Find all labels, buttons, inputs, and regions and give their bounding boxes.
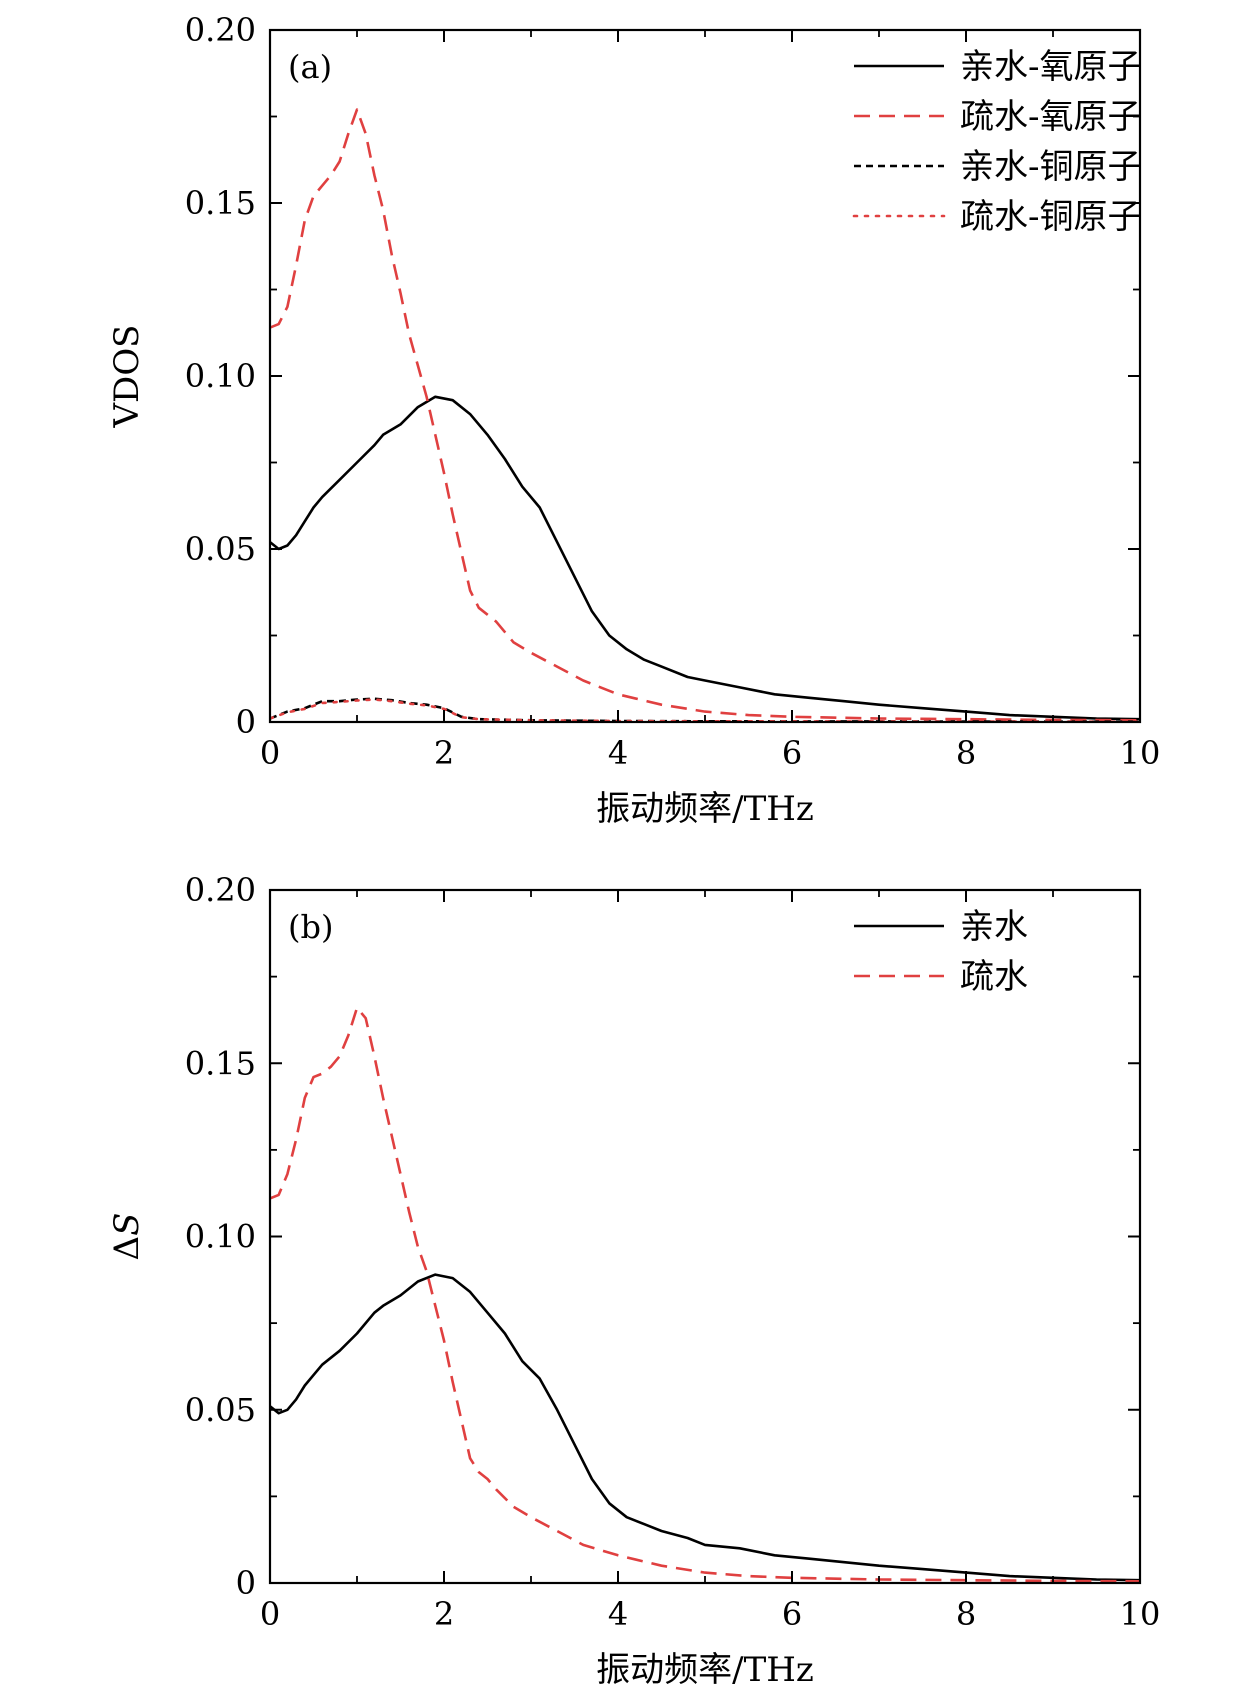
legend-label: 亲水 — [960, 907, 1028, 947]
y-tick-label: 0.15 — [185, 1044, 256, 1082]
y-axis-title: ΔS — [107, 1213, 147, 1261]
legend-label: 疏水-铜原子 — [960, 197, 1142, 237]
x-tick-label: 0 — [260, 734, 280, 772]
x-tick-label: 10 — [1120, 734, 1161, 772]
chart-panel-1: 0 2 4 6 8 10 0 0.05 0.10 0.15 0.20 振动频率/THz ΔS (b) 亲水疏… — [107, 871, 1160, 1690]
y-tick-label: 0.10 — [185, 1218, 256, 1256]
y-tick-label: 0 — [236, 1564, 256, 1602]
chart-panel-0: 0 2 4 6 8 10 0 0.05 0.10 0.15 0.20 振动频率/THz VDOS (a) 亲… — [107, 11, 1160, 829]
panel-label: (a) — [288, 48, 332, 86]
series-line-1-1 — [270, 1006, 1140, 1583]
y-tick-label: 0.05 — [185, 530, 256, 568]
legend-label: 疏水 — [960, 957, 1028, 997]
x-tick-label: 8 — [956, 1595, 976, 1633]
panel-label: (b) — [288, 908, 333, 946]
x-tick-label: 8 — [956, 734, 976, 772]
y-tick-label: 0.05 — [185, 1391, 256, 1429]
x-tick-label: 2 — [434, 734, 454, 772]
x-tick-label: 6 — [782, 734, 802, 772]
y-tick-label: 0.20 — [185, 871, 256, 909]
x-tick-label: 6 — [782, 1595, 802, 1633]
x-tick-label: 0 — [260, 1595, 280, 1633]
x-tick-label: 10 — [1120, 1595, 1161, 1633]
x-axis-title: 振动频率/THz — [596, 1650, 814, 1690]
legend-label: 疏水-氧原子 — [960, 97, 1142, 137]
x-tick-label: 4 — [608, 1595, 628, 1633]
series-line-1-0 — [270, 1273, 1140, 1582]
series-line-0-1 — [270, 108, 1140, 722]
x-tick-label: 2 — [434, 1595, 454, 1633]
y-tick-label: 0 — [236, 703, 256, 741]
series-line-0-3 — [270, 698, 1140, 722]
series-line-0-2 — [270, 697, 1140, 722]
series-line-0-0 — [270, 395, 1140, 721]
y-tick-label: 0.10 — [185, 357, 256, 395]
x-axis-title: 振动频率/THz — [596, 789, 814, 829]
legend-label: 亲水-铜原子 — [960, 147, 1142, 187]
legend-label: 亲水-氧原子 — [960, 47, 1142, 87]
x-tick-label: 4 — [608, 734, 628, 772]
y-axis-title: VDOS — [107, 325, 147, 429]
y-tick-label: 0.20 — [185, 11, 256, 49]
y-tick-label: 0.15 — [185, 184, 256, 222]
